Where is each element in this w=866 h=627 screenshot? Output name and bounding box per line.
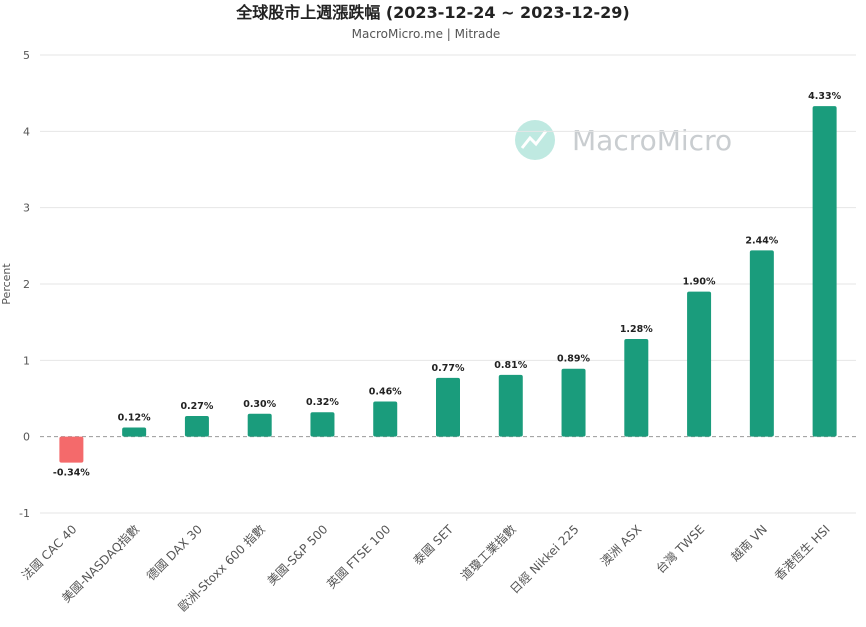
- bar: [498, 374, 523, 437]
- x-tick-label: 道瓊工業指數: [457, 522, 519, 584]
- data-label: 0.77%: [432, 363, 465, 374]
- data-label: -0.34%: [53, 468, 90, 479]
- x-tick-label: 美國-S&P 500: [265, 522, 331, 588]
- chart-subtitle: MacroMicro.me | Mitrade: [352, 27, 501, 41]
- bar: [122, 427, 147, 437]
- x-tick-label: 越南 VN: [728, 522, 770, 564]
- data-label: 0.46%: [369, 387, 402, 398]
- x-tick-label: 英國 FTSE 100: [324, 522, 393, 591]
- data-label: 0.89%: [557, 354, 590, 365]
- bar: [59, 436, 84, 463]
- bar: [373, 401, 398, 437]
- bar: [310, 412, 335, 437]
- data-label: 2.44%: [745, 235, 778, 246]
- x-tick-label: 澳洲 ASX: [598, 522, 645, 569]
- bar: [749, 250, 774, 437]
- bar: [561, 368, 586, 437]
- x-tick-label: 法國 CAC 40: [19, 522, 80, 583]
- data-labels: -0.34% 0.12% 0.27% 0.30% 0.32% 0.46% 0.77% 0.81…: [53, 91, 842, 478]
- data-label: 0.32%: [306, 397, 339, 408]
- y-axis: -1 0 1 2 3 4 5: [19, 49, 30, 520]
- bar: [812, 106, 837, 437]
- watermark: MacroMicro: [515, 120, 732, 160]
- data-label: 0.12%: [118, 413, 151, 424]
- y-axis-label: Percent: [0, 263, 13, 305]
- y-tick-label: 1: [23, 354, 30, 367]
- data-label: 4.33%: [808, 91, 841, 102]
- data-label: 1.90%: [683, 277, 716, 288]
- x-tick-label: 泰國 SET: [411, 522, 457, 568]
- watermark-logo-icon: [515, 120, 555, 160]
- y-tick-label: 5: [23, 49, 30, 62]
- bar: [184, 416, 209, 437]
- y-tick-label: 4: [23, 125, 30, 138]
- bar: [247, 413, 272, 437]
- y-tick-label: 2: [23, 278, 30, 291]
- chart-title: 全球股市上週漲跌幅 (2023-12-24 ~ 2023-12-29): [235, 3, 629, 22]
- data-label: 0.27%: [180, 401, 213, 412]
- x-tick-label: 香港恆生 HSI: [772, 522, 833, 583]
- data-label: 1.28%: [620, 324, 653, 335]
- bars: [59, 106, 837, 463]
- data-label: 0.81%: [494, 360, 527, 371]
- bar: [436, 377, 460, 437]
- gridlines: [40, 54, 856, 514]
- y-tick-label: -1: [19, 507, 30, 520]
- y-tick-label: 0: [23, 431, 30, 444]
- data-label: 0.30%: [243, 399, 276, 410]
- bar: [624, 338, 649, 437]
- watermark-trend-icon: [520, 130, 548, 149]
- x-tick-label: 德國 DAX 30: [143, 522, 205, 584]
- x-tick-label: 台灣 TWSE: [653, 522, 708, 577]
- x-tick-label: 日經 Nikkei 225: [507, 522, 581, 596]
- watermark-text: MacroMicro: [572, 124, 732, 157]
- y-tick-label: 3: [23, 202, 30, 215]
- bar: [687, 291, 712, 437]
